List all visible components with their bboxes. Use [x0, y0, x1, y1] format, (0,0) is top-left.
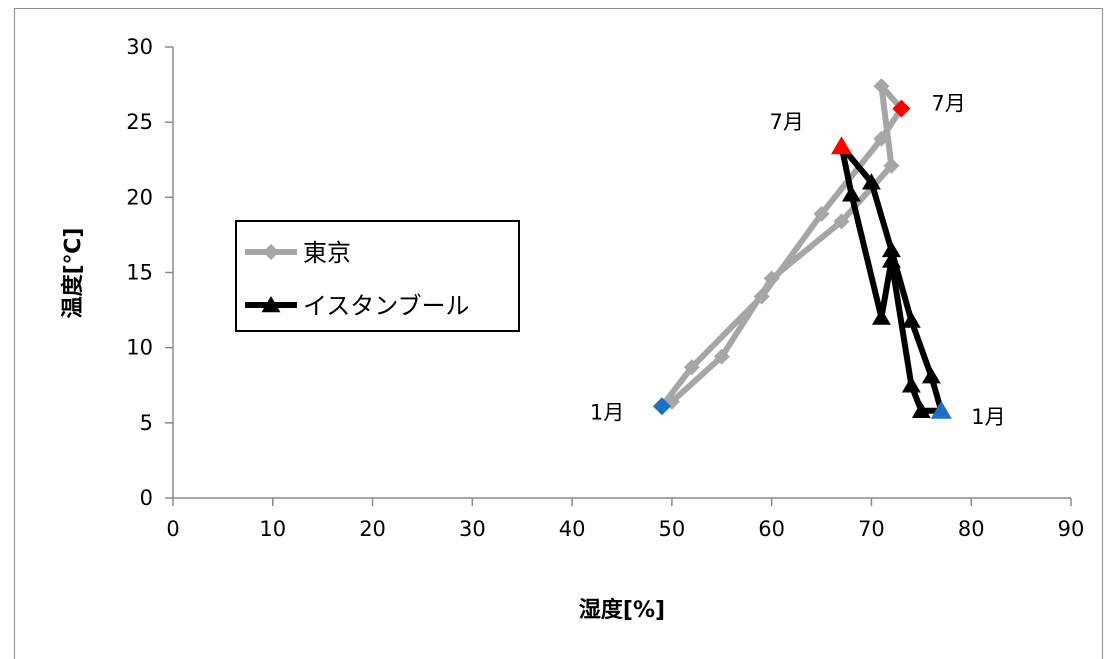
axes-layer: 0 10 20 30 40 50 60 70 80 90 0 5 10 15 20 25 30: [126, 35, 1084, 541]
data-point: [873, 130, 890, 147]
data-point: [842, 185, 861, 202]
y-tick-label: 20: [126, 185, 153, 209]
chart-border: [14, 8, 1103, 659]
data-point: [763, 270, 780, 287]
data-point: [713, 348, 730, 365]
legend-item-istanbul: [245, 296, 297, 313]
x-tick-label: 0: [166, 517, 179, 541]
x-tick-label: 90: [1058, 517, 1085, 541]
data-point: [901, 311, 921, 328]
legend-item-tokyo: [245, 244, 297, 260]
x-tick-label: 50: [659, 517, 686, 541]
data-point: [753, 288, 770, 305]
legend-label-istanbul: イスタンブール: [303, 292, 470, 320]
series-line: [838, 143, 945, 414]
y-tick-label: 15: [126, 261, 153, 285]
legend-marker: [261, 296, 281, 313]
legend-marker: [263, 244, 279, 260]
legend: 東京 イスタンブール: [235, 220, 520, 332]
data-point: [873, 78, 890, 95]
x-tick-label: 70: [858, 517, 885, 541]
data-point: [921, 367, 941, 384]
x-tick-label: 20: [359, 517, 386, 541]
data-point: [833, 213, 850, 230]
highlight-point: [652, 397, 671, 416]
x-tick-label: 40: [559, 517, 586, 541]
data-annotation: 1月: [590, 400, 624, 424]
data-point: [683, 359, 700, 376]
data-point: [901, 376, 921, 393]
data-point: [881, 251, 901, 268]
x-tick-label: 60: [758, 517, 785, 541]
x-axis-title: 湿度[%]: [579, 597, 665, 623]
data-point: [881, 240, 901, 258]
y-tick-label: 5: [140, 411, 153, 435]
series-1: [832, 137, 951, 419]
x-tick-label: 80: [958, 517, 985, 541]
x-tick-label: 10: [259, 517, 286, 541]
data-point: [883, 157, 900, 174]
data-point: [911, 401, 931, 419]
data-point: [871, 308, 891, 325]
y-tick-label: 25: [126, 110, 153, 134]
y-tick-label: 30: [126, 35, 153, 59]
y-tick-label: 0: [140, 486, 153, 510]
y-axis-title: 温度[℃]: [60, 228, 86, 319]
highlight-layer: 1月 7月 1月 7月: [590, 92, 1006, 429]
data-point: [861, 173, 881, 190]
data-annotation: 7月: [770, 110, 804, 134]
data-annotation: 7月: [931, 92, 965, 116]
data-annotation: 1月: [971, 405, 1005, 429]
highlight-point: [892, 99, 911, 118]
data-point: [813, 205, 830, 222]
highlight-point: [930, 400, 952, 419]
highlight-point: [831, 136, 853, 155]
y-tick-label: 10: [126, 336, 153, 360]
legend-label-tokyo: 東京: [303, 239, 351, 267]
x-tick-label: 30: [459, 517, 486, 541]
legend-box: [235, 220, 520, 332]
